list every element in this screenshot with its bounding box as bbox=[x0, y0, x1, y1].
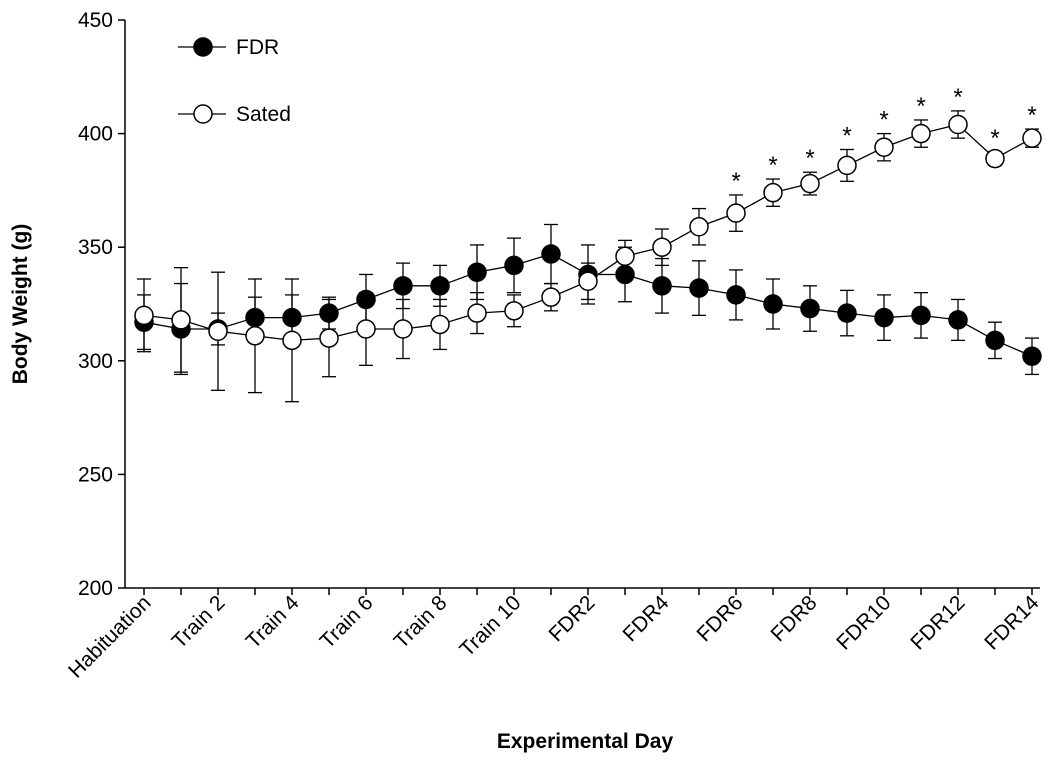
data-point bbox=[356, 289, 376, 310]
data-point bbox=[726, 203, 746, 223]
data-point bbox=[282, 307, 302, 328]
legend-label: Sated bbox=[236, 103, 291, 126]
data-point bbox=[800, 173, 820, 194]
x-tick-label: Train 10 bbox=[455, 591, 525, 661]
data-point bbox=[615, 246, 635, 267]
data-point bbox=[837, 303, 857, 323]
x-axis-title: Experimental Day bbox=[497, 730, 674, 753]
data-point bbox=[763, 294, 783, 314]
data-point bbox=[800, 298, 820, 319]
data-point bbox=[393, 319, 413, 339]
data-point bbox=[245, 326, 265, 346]
y-axis-title: Body Weight (g) bbox=[9, 224, 32, 385]
y-tick-label: 400 bbox=[78, 123, 113, 146]
significance-marker: * bbox=[990, 125, 999, 152]
data-point bbox=[652, 237, 672, 257]
data-point bbox=[319, 303, 339, 323]
y-tick-label: 300 bbox=[78, 350, 113, 373]
data-point bbox=[356, 319, 376, 339]
data-point bbox=[874, 137, 894, 157]
data-point bbox=[985, 148, 1005, 169]
data-point bbox=[948, 310, 968, 330]
data-point bbox=[837, 155, 857, 176]
data-point bbox=[874, 307, 894, 328]
significance-marker: * bbox=[916, 93, 925, 120]
legend-label: FDR bbox=[236, 36, 279, 59]
data-point bbox=[689, 217, 709, 237]
data-point bbox=[208, 321, 228, 342]
data-point bbox=[504, 301, 524, 321]
data-point bbox=[911, 305, 931, 326]
legend-marker bbox=[193, 104, 213, 124]
data-point bbox=[615, 264, 635, 285]
x-tick-label: FDR14 bbox=[980, 591, 1044, 655]
significance-marker: * bbox=[768, 152, 777, 179]
x-tick-label: FDR8 bbox=[766, 591, 821, 646]
x-tick-label: FDR12 bbox=[906, 591, 969, 654]
y-tick-label: 350 bbox=[78, 236, 113, 259]
x-tick-label: FDR4 bbox=[618, 591, 673, 646]
data-point bbox=[985, 330, 1005, 351]
data-point bbox=[1022, 346, 1042, 367]
data-point bbox=[282, 330, 302, 351]
data-point bbox=[763, 182, 783, 203]
x-tick-label: Train 4 bbox=[242, 591, 304, 653]
x-tick-label: Train 8 bbox=[390, 591, 452, 653]
legend-marker bbox=[193, 37, 213, 57]
series-line bbox=[143, 123, 1033, 342]
x-tick-label: Habituation bbox=[64, 591, 155, 682]
significance-marker: * bbox=[731, 168, 740, 195]
y-tick-label: 200 bbox=[78, 577, 113, 600]
significance-marker: * bbox=[842, 123, 851, 150]
data-point bbox=[393, 276, 413, 296]
significance-marker: * bbox=[1027, 102, 1036, 129]
significance-marker: * bbox=[879, 107, 888, 134]
data-point bbox=[467, 303, 487, 323]
data-point bbox=[319, 328, 339, 348]
x-tick-label: FDR2 bbox=[544, 591, 599, 646]
x-tick-label: FDR10 bbox=[832, 591, 895, 654]
data-point bbox=[541, 244, 561, 264]
data-point bbox=[504, 255, 524, 276]
data-point bbox=[541, 287, 561, 307]
x-tick-label: FDR6 bbox=[692, 591, 747, 646]
data-point bbox=[134, 305, 154, 326]
data-point bbox=[1022, 128, 1042, 148]
data-point bbox=[467, 262, 487, 282]
x-tick-label: Train 2 bbox=[168, 591, 230, 653]
significance-marker: * bbox=[805, 145, 814, 172]
data-point bbox=[245, 307, 265, 328]
data-point bbox=[689, 278, 709, 298]
data-point bbox=[430, 314, 450, 335]
y-tick-label: 450 bbox=[78, 9, 113, 32]
x-tick-label: Train 6 bbox=[316, 591, 378, 653]
significance-marker: * bbox=[953, 84, 962, 111]
data-point bbox=[726, 285, 746, 305]
data-point bbox=[578, 271, 598, 292]
data-point bbox=[430, 276, 450, 296]
data-point bbox=[948, 114, 968, 135]
y-tick-label: 250 bbox=[78, 463, 113, 486]
data-point bbox=[652, 276, 672, 296]
data-point bbox=[171, 310, 191, 330]
data-point bbox=[911, 123, 931, 144]
